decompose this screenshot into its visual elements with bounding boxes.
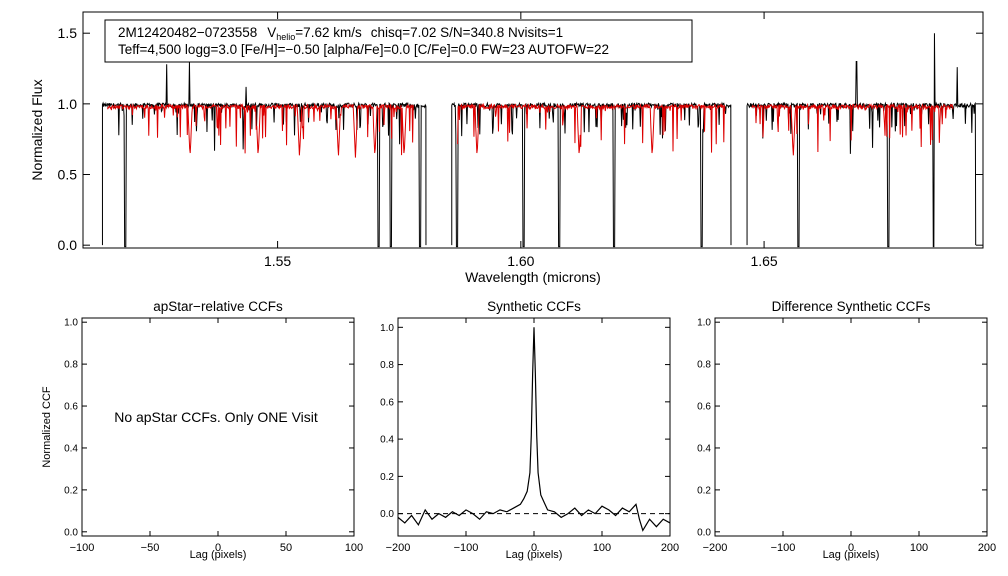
apstar-ccf-x-tick-label: 100 [345,542,363,554]
spectrum-x-axis-label: Wavelength (microns) [465,269,601,285]
difference-ccf-axes: −200 −100 0 100 200 0.0 0.2 0.4 0.6 0.8 1.0 [697,318,996,554]
difference-ccf-panel: −200 −100 0 100 200 0.0 0.2 0.4 0.6 0.8 1.0 Differ… [697,299,996,561]
observed-spectrum-line [101,61,427,248]
difference-ccf-y-tick-label: 0.6 [697,402,711,413]
apstar-ccf-x-tick-label: −100 [70,542,95,554]
spectrum-x-tick-label: 1.55 [264,253,291,269]
fit-stats: chisq=7.02 S/N=340.8 Nvisits=1 [371,25,564,40]
apstar-ccf-y-tick-label: 0.2 [64,485,78,496]
info-box [104,19,693,63]
spectrum-plot-area [101,33,977,248]
synthetic-ccf-y-tick-label: 0.2 [380,472,394,483]
model-spectrum-line [751,102,954,156]
synthetic-ccf-y-tick-label: 0.8 [380,360,394,371]
difference-ccf-x-tick-label: 0 [848,542,854,554]
apstar-ccf-y-axis-label: Normalized CCF [41,386,53,468]
apstar-ccf-x-tick-label: −50 [141,542,160,554]
apstar-ccf-panel: −100 −50 0 50 100 0.0 0.2 0.4 0.6 0.8 1.0 apStar−r… [41,299,363,561]
synthetic-ccf-x-tick-label: −200 [386,542,411,554]
spectrum-x-tick-label: 1.65 [750,253,777,269]
difference-ccf-y-tick-label: 1.0 [697,318,711,329]
apstar-ccf-x-tick-label: 50 [280,542,292,554]
synthetic-ccf-axes: −200 −100 0 100 200 0.0 0.2 0.4 0.6 0.8 1.0 [380,318,679,554]
apstar-ccf-axes: −100 −50 0 50 100 0.0 0.2 0.4 0.6 0.8 1.0 [64,318,363,554]
spectrum-y-tick-label: 0.0 [58,237,78,253]
apstar-ccf-x-axis-label: Lag (pixels) [190,549,247,561]
synthetic-ccf-plot-area [397,327,671,532]
synthetic-ccf-x-tick-label: 0 [531,542,537,554]
spectrum-axes: 1.55 1.60 1.65 0.0 0.5 1.0 1.5 [58,12,983,269]
difference-ccf-y-tick-label: 0.8 [697,360,711,371]
synthetic-ccf-x-axis-label: Lag (pixels) [506,549,563,561]
vhelio-label: V [267,25,276,40]
spectrum-y-tick-label: 1.0 [58,96,78,112]
apstar-ccf-y-tick-label: 1.0 [64,318,78,329]
difference-ccf-y-tick-label: 0.0 [697,527,711,538]
apstar-ccf-frame [81,317,355,537]
synthetic-ccf-y-tick-label: 0.6 [380,397,394,408]
apstar-ccf-title: apStar−relative CCFs [153,299,283,314]
model-spectrum-line [457,102,726,154]
synthetic-ccf-y-tick-label: 1.0 [380,323,394,334]
apstar-ccf-y-tick-label: 0.6 [64,402,78,413]
no-ccf-message: No apStar CCFs. Only ONE Visit [114,409,318,425]
difference-ccf-x-tick-label: 200 [978,542,996,554]
difference-ccf-x-tick-label: 100 [910,542,928,554]
difference-ccf-title: Difference Synthetic CCFs [772,299,931,314]
observed-spectrum-line [746,33,977,248]
apstar-ccf-y-tick-label: 0.0 [64,527,78,538]
difference-ccf-frame [714,317,988,537]
synthetic-ccf-y-tick-label: 0.0 [380,509,394,520]
synthetic-ccf-y-tick-label: 0.4 [380,435,394,446]
synthetic-ccf-panel: −200 −100 0 100 200 0.0 0.2 0.4 0.6 0.8 1.0 Synthe… [380,299,679,561]
synthetic-ccf-x-tick-label: −100 [454,542,479,554]
spectrum-frame [82,11,984,249]
synthetic-ccf-frame [397,317,671,537]
vhelio-subscript: helio [276,32,295,42]
spectrum-x-tick-label: 1.60 [507,253,534,269]
difference-ccf-x-tick-label: −200 [703,542,728,554]
synthetic-ccf-line [397,327,671,532]
spectrum-panel: 1.55 1.60 1.65 0.0 0.5 1.0 1.5 Wavelength (mic… [29,11,984,285]
spectrum-y-tick-label: 1.5 [58,25,78,41]
synthetic-ccf-x-tick-label: 100 [593,542,611,554]
apstar-ccf-y-tick-label: 0.4 [64,443,78,454]
model-spectrum-line [106,102,415,158]
apstar-ccf-x-tick-label: 0 [215,542,221,554]
info-line-2: Teff=4,500 logg=3.0 [Fe/H]=−0.50 [alpha/… [118,42,609,57]
spectrum-y-axis-label: Normalized Flux [29,79,45,180]
synthetic-ccf-title: Synthetic CCFs [487,299,581,314]
observed-spectrum-line [451,101,732,248]
spectrum-y-tick-label: 0.5 [58,166,78,182]
difference-ccf-y-tick-label: 0.2 [697,485,711,496]
difference-ccf-y-tick-label: 0.4 [697,443,711,454]
vhelio-value: =7.62 km/s [295,25,362,40]
synthetic-ccf-x-tick-label: 200 [661,542,679,554]
difference-ccf-x-axis-label: Lag (pixels) [823,549,880,561]
info-line-1: 2M12420482−0723558 Vhelio=7.62 km/s chisq=… [118,25,563,42]
apstar-ccf-y-tick-label: 0.8 [64,360,78,371]
difference-ccf-x-tick-label: −100 [771,542,796,554]
star-id: 2M12420482−0723558 [118,25,257,40]
